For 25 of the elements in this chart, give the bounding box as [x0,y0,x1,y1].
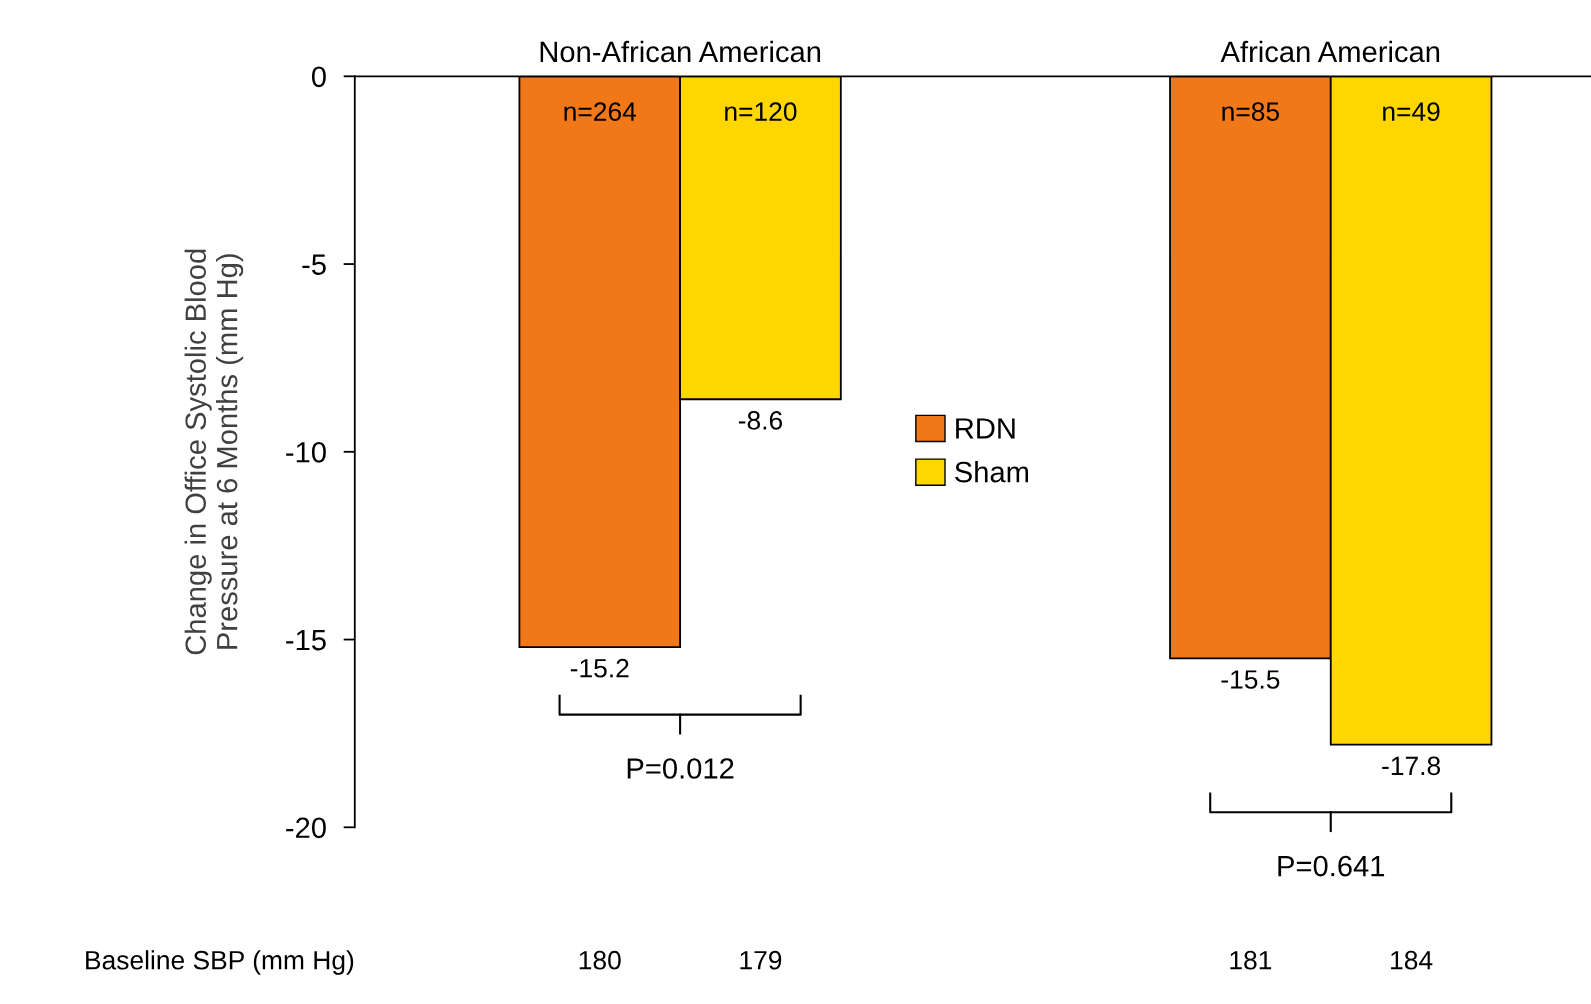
y-tick-label: -10 [286,442,326,463]
text: 181 [1230,950,1272,970]
text: 184 [1391,950,1433,970]
data-label: -8.6 [738,411,783,430]
text: 179 [740,950,782,970]
x-tick-label: African American [1220,40,1440,63]
y-tick-label: -20 [286,817,326,839]
annotation: P=0.012 [627,758,734,779]
y-axis-title: Change in Office Systolic Blood Pressure at 6 Months (mm Hg) [184,249,244,655]
text: Baseline SBP (mm Hg) [86,950,354,975]
text: P=0.641 [1278,855,1385,877]
data-label: -15.5 [1221,670,1280,689]
legend-label: RDN [956,418,1015,439]
legend-label: Sham [955,461,1029,483]
annotation: n=120 [725,102,797,121]
y-tick-label: 0 [311,66,326,88]
y-tick-label: -5 [302,254,326,275]
annotation: n=85 [1222,102,1280,121]
text: 180 [579,950,621,970]
y-tick-label: -15 [286,630,326,651]
annotation: n=49 [1383,102,1440,121]
data-label: -17.8 [1382,756,1441,776]
data-label: -15.2 [570,658,629,678]
x-tick-label: Non-African American [540,40,821,63]
annotation: n=264 [564,102,637,121]
